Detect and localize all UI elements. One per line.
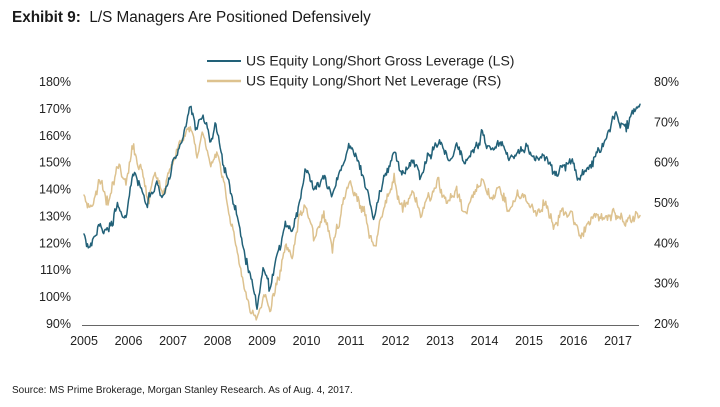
svg-text:2008: 2008 — [204, 334, 232, 348]
svg-text:2009: 2009 — [248, 334, 276, 348]
svg-text:US Equity Long/Short Gross Lev: US Equity Long/Short Gross Leverage (LS) — [246, 53, 514, 69]
svg-text:2017: 2017 — [604, 334, 632, 348]
svg-text:70%: 70% — [654, 115, 679, 129]
svg-text:90%: 90% — [46, 317, 71, 331]
svg-text:30%: 30% — [654, 277, 679, 291]
svg-text:20%: 20% — [654, 317, 679, 331]
svg-text:2006: 2006 — [115, 334, 143, 348]
svg-text:2016: 2016 — [560, 334, 588, 348]
svg-text:2007: 2007 — [159, 334, 187, 348]
svg-text:130%: 130% — [39, 209, 71, 223]
svg-text:160%: 160% — [39, 129, 71, 143]
svg-text:80%: 80% — [654, 75, 679, 89]
svg-text:120%: 120% — [39, 236, 71, 250]
svg-text:170%: 170% — [39, 102, 71, 116]
svg-text:US Equity Long/Short Net Lever: US Equity Long/Short Net Leverage (RS) — [246, 73, 501, 89]
svg-text:2014: 2014 — [471, 334, 499, 348]
svg-text:2011: 2011 — [338, 334, 365, 348]
svg-text:2012: 2012 — [382, 334, 410, 348]
svg-text:40%: 40% — [654, 236, 679, 250]
svg-text:150%: 150% — [39, 156, 71, 170]
svg-text:100%: 100% — [39, 290, 71, 304]
svg-text:2013: 2013 — [426, 334, 454, 348]
svg-text:2015: 2015 — [515, 334, 543, 348]
svg-text:50%: 50% — [654, 196, 679, 210]
svg-text:60%: 60% — [654, 156, 679, 170]
svg-text:180%: 180% — [39, 75, 71, 89]
svg-text:2010: 2010 — [293, 334, 321, 348]
svg-text:2005: 2005 — [70, 334, 98, 348]
svg-text:140%: 140% — [39, 183, 71, 197]
svg-text:110%: 110% — [40, 263, 71, 277]
